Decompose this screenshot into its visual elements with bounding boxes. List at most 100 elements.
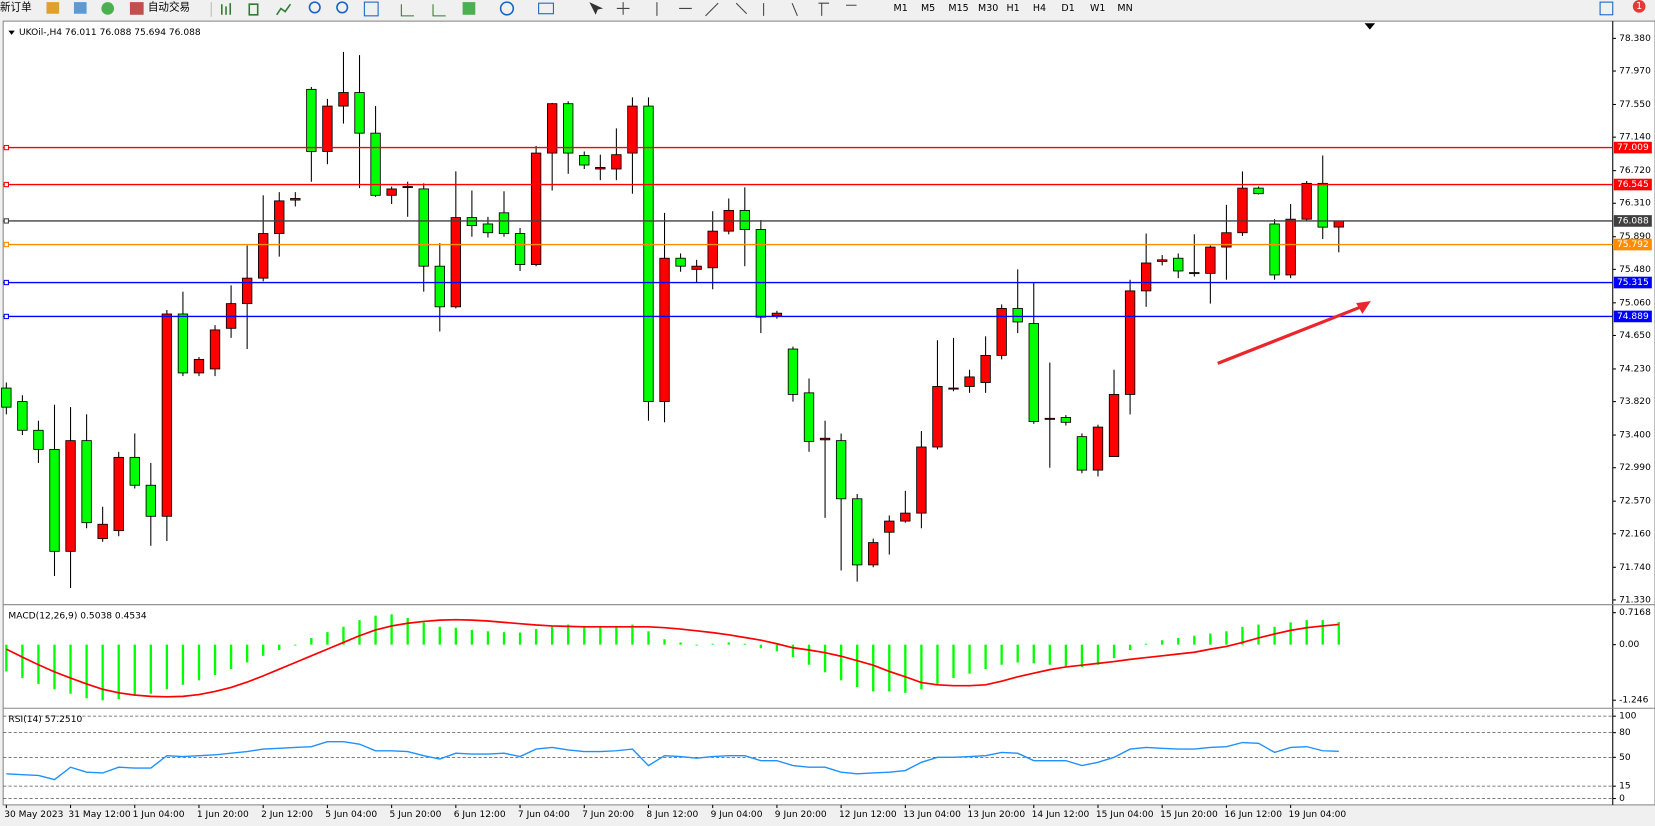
candle-body: [643, 105, 654, 403]
tile-windows[interactable]: [363, 1, 379, 17]
candle-body: [1333, 220, 1344, 228]
candle-body: [1205, 246, 1216, 274]
candle-body: [1044, 417, 1055, 420]
timeframe-button[interactable]: H1: [1007, 3, 1020, 14]
candle-body: [129, 456, 140, 486]
candle-body: [1157, 259, 1168, 262]
candle-body: [97, 523, 108, 540]
candle-body: [1060, 417, 1072, 423]
indicators[interactable]: [462, 2, 476, 15]
x-tick-label: 9 Jun 20:00: [775, 810, 827, 820]
level-label: 75.315: [1617, 278, 1649, 288]
candle-body: [1269, 223, 1280, 276]
candle-body: [546, 103, 558, 154]
templates[interactable]: [538, 2, 554, 15]
timeframe-button[interactable]: W1: [1090, 3, 1105, 14]
candle-body: [595, 166, 606, 170]
candle-body: [900, 512, 911, 522]
x-tick-label: 8 Jun 12:00: [646, 810, 698, 820]
candle-body: [65, 440, 76, 552]
candle-body: [145, 484, 156, 517]
candle-body: [49, 448, 60, 552]
candle-body: [514, 233, 526, 266]
auto-trading-button[interactable]: 自动交易: [148, 0, 190, 13]
candle-body: [1221, 232, 1232, 248]
notification-badge[interactable]: [1632, 0, 1646, 13]
candle-body: [113, 456, 124, 532]
candle-body: [450, 217, 462, 308]
x-tick-label: 30 May 2023: [4, 810, 63, 820]
y-tick-label: 50: [1619, 753, 1631, 763]
candle-body: [980, 354, 991, 383]
timeframe-button[interactable]: M5: [921, 3, 935, 14]
pane-title: UKOil-,H4 76.011 76.088 75.694 76.088: [19, 28, 201, 38]
candle-body: [819, 437, 831, 441]
candle-body: [386, 188, 397, 196]
candle-body: [418, 188, 429, 267]
cursor-tool[interactable]: [589, 2, 604, 15]
y-tick-label: 100: [1619, 712, 1637, 722]
candle-body: [1285, 218, 1296, 276]
annotation-arrowhead: [1356, 301, 1371, 314]
annotation-arrow: [1217, 304, 1364, 365]
x-tick-label: 5 Jun 04:00: [325, 810, 377, 820]
candle-body: [932, 386, 943, 448]
x-tick-label: 15 Jun 20:00: [1160, 810, 1218, 820]
candle-body: [338, 92, 349, 107]
timeframe-button[interactable]: H4: [1033, 3, 1046, 14]
x-tick-label: 9 Jun 04:00: [711, 810, 763, 820]
level-handle: [3, 218, 9, 224]
icon[interactable]: [101, 2, 115, 15]
candle-body: [1237, 187, 1248, 234]
candle-body: [17, 401, 28, 431]
badge-count: 1: [1636, 1, 1642, 12]
y-tick-label: 77.970: [1619, 67, 1651, 77]
auto-trading-icon[interactable]: [129, 2, 144, 15]
candle-body: [964, 376, 975, 387]
toolbar: 新订单 自动交易 1: [0, 0, 1655, 20]
zoom-in[interactable]: [308, 1, 321, 14]
candle-body: [563, 103, 574, 154]
macd-signal-line: [5, 618, 1339, 698]
x-tick-label: 15 Jun 04:00: [1096, 810, 1154, 820]
bar-chart-icon[interactable]: [221, 3, 232, 15]
candle-body: [1189, 272, 1200, 275]
icon[interactable]: [73, 2, 87, 14]
timeframe-button[interactable]: M1: [894, 3, 908, 14]
candle-body: [739, 210, 750, 230]
icon[interactable]: [46, 2, 60, 14]
level-label: 76.088: [1617, 216, 1649, 226]
candle-body: [1092, 426, 1104, 471]
candle-body: [402, 186, 413, 189]
timeframe-button[interactable]: MN: [1117, 3, 1132, 14]
candle-body: [290, 198, 301, 201]
timeframe-button[interactable]: D1: [1061, 3, 1074, 14]
scroll-icons[interactable]: [400, 4, 446, 17]
candle-icon[interactable]: [248, 3, 259, 16]
chart-shift-marker[interactable]: [1364, 23, 1376, 30]
candle-body: [755, 229, 767, 318]
toolbar-bg: [0, 0, 1655, 20]
periods[interactable]: [499, 1, 515, 16]
candle-body: [1012, 307, 1023, 323]
candle-body: [884, 520, 895, 533]
timeframe-button[interactable]: M30: [978, 3, 998, 14]
new-order-button[interactable]: 新订单: [0, 0, 32, 13]
level-handle: [3, 144, 9, 151]
y-tick-label: 73.400: [1619, 431, 1651, 441]
level-label-box: [1613, 178, 1652, 191]
x-tick-label: 12 Jun 12:00: [839, 810, 897, 820]
candle-body: [627, 105, 638, 154]
x-tick-label: 14 Jun 12:00: [1032, 810, 1090, 820]
candle-body: [1028, 323, 1039, 422]
drawing-tools[interactable]: [616, 2, 857, 17]
candle-body: [306, 88, 317, 152]
candle-body: [996, 307, 1007, 356]
search[interactable]: [1599, 1, 1614, 16]
candle-body: [803, 392, 815, 442]
candle-body: [659, 257, 670, 403]
candle-body: [675, 257, 686, 267]
zoom-out[interactable]: [336, 1, 349, 14]
line-icon[interactable]: [276, 3, 292, 16]
timeframe-button[interactable]: M15: [948, 3, 968, 14]
